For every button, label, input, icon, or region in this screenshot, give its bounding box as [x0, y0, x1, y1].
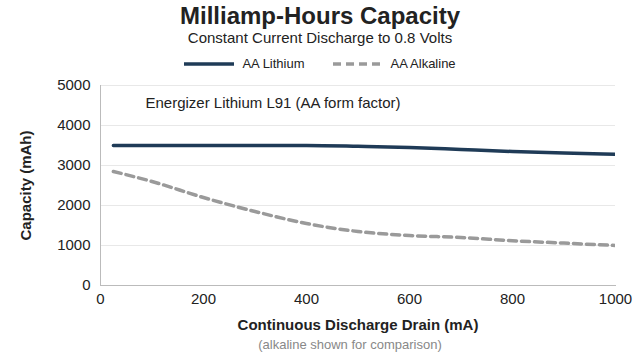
- svg-text:5000: 5000: [57, 76, 90, 93]
- html-text:AA Lithium: AA Lithium: [242, 56, 305, 71]
- svg-text:0: 0: [96, 290, 104, 307]
- svg-text:Capacity (mAh): Capacity (mAh): [17, 130, 34, 240]
- svg-text:Energizer Lithium L91 (AA form: Energizer Lithium L91 (AA form factor): [146, 94, 401, 111]
- html-text:Constant Current Discharge to: Constant Current Discharge to 0.8 Volts: [187, 29, 453, 46]
- html-text:Milliamp-Hours Capacity: Milliamp-Hours Capacity: [180, 2, 460, 29]
- svg-text:1000: 1000: [57, 236, 90, 253]
- svg-text:3000: 3000: [57, 156, 90, 173]
- svg-text:2000: 2000: [57, 196, 90, 213]
- svg-text:600: 600: [397, 290, 422, 307]
- svg-text:800: 800: [500, 290, 525, 307]
- svg-text:Continuous Discharge Drain (mA: Continuous Discharge Drain (mA): [238, 316, 479, 333]
- svg-text:200: 200: [191, 290, 216, 307]
- html-text:AA Alkaline: AA Alkaline: [390, 56, 456, 71]
- html-text:(alkaline shown for comparison: (alkaline shown for comparison): [258, 337, 442, 352]
- svg-text:400: 400: [294, 290, 319, 307]
- svg-text:4000: 4000: [57, 116, 90, 133]
- svg-text:1000: 1000: [599, 290, 632, 307]
- svg-text:0: 0: [82, 276, 90, 293]
